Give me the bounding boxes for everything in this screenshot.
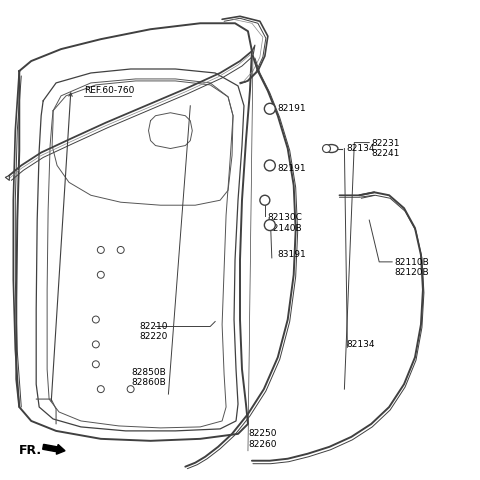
Text: 82191: 82191 — [278, 164, 306, 173]
Circle shape — [97, 246, 104, 253]
Circle shape — [92, 316, 99, 323]
Circle shape — [264, 220, 276, 230]
Text: 82134: 82134 — [347, 340, 375, 349]
Text: 83191: 83191 — [278, 251, 307, 259]
Ellipse shape — [325, 144, 338, 153]
Text: REF.60-760: REF.60-760 — [84, 86, 134, 96]
FancyArrow shape — [43, 444, 65, 454]
Text: 82231
82241: 82231 82241 — [371, 139, 400, 158]
Circle shape — [127, 385, 134, 393]
Circle shape — [92, 361, 99, 368]
Text: 82210
82220: 82210 82220 — [139, 322, 168, 341]
Text: 82191: 82191 — [278, 104, 306, 113]
Circle shape — [264, 103, 276, 114]
Text: 82850B
82860B: 82850B 82860B — [131, 368, 166, 387]
Text: 82250
82260: 82250 82260 — [248, 430, 276, 449]
Circle shape — [92, 341, 99, 348]
Circle shape — [323, 144, 330, 153]
Text: 82130C
82140B: 82130C 82140B — [268, 213, 303, 232]
Circle shape — [97, 385, 104, 393]
Circle shape — [264, 160, 276, 171]
Text: 82110B
82120B: 82110B 82120B — [394, 258, 429, 277]
Text: 82134: 82134 — [347, 144, 375, 153]
Text: FR.: FR. — [19, 444, 42, 457]
Circle shape — [117, 246, 124, 253]
Circle shape — [260, 195, 270, 205]
Circle shape — [97, 271, 104, 278]
